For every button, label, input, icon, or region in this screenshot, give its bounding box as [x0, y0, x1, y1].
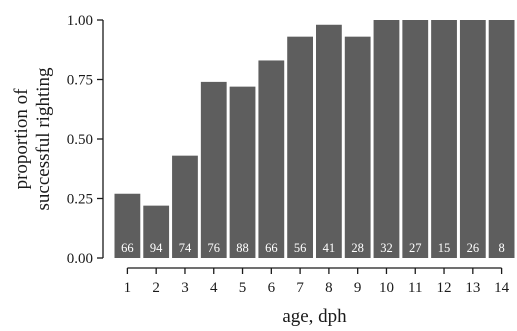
y-axis-title-line-1: proportion of	[11, 88, 32, 189]
x-tick-label-7: 7	[296, 280, 304, 296]
count-label-6: 66	[265, 241, 278, 255]
bar-14	[488, 20, 515, 258]
x-tick-label-10: 10	[379, 280, 394, 296]
bar-7	[287, 36, 313, 258]
x-tick-label-3: 3	[181, 280, 189, 296]
count-label-13: 26	[467, 241, 480, 255]
x-tick-label-13: 13	[465, 280, 480, 296]
count-labels: 66 94 74 76 88 66 56 41 28 32 27 15 26 8	[121, 241, 505, 255]
bar-5	[229, 86, 256, 258]
x-tick-label-14: 14	[494, 280, 510, 296]
count-label-8: 41	[323, 241, 336, 255]
bar-10	[373, 20, 400, 258]
bar-11	[402, 20, 429, 258]
x-tick-label-12: 12	[437, 280, 452, 296]
x-tick-label-4: 4	[210, 280, 218, 296]
y-axis-title-line-2: successful righting	[33, 67, 54, 211]
x-axis-title: age, dph	[282, 306, 347, 327]
y-tick-label: 0.50	[67, 132, 93, 148]
bar-13	[459, 20, 486, 258]
bars	[114, 20, 515, 259]
y-tick-label: 0.75	[67, 73, 93, 89]
bar-8	[316, 24, 342, 259]
x-tick-label-5: 5	[239, 280, 247, 296]
bar-2	[143, 205, 170, 258]
x-axis: 1 2 3 4 5 6 7 8 9 10 11 12 13 14	[124, 267, 510, 296]
count-label-11: 27	[409, 241, 422, 255]
count-label-14: 8	[498, 241, 504, 255]
x-tick-label-2: 2	[152, 280, 160, 296]
x-tick-label-8: 8	[325, 280, 333, 296]
bar-9	[344, 36, 371, 258]
y-tick-label: 0.00	[67, 251, 93, 267]
bar-1	[114, 193, 141, 258]
y-axis: 0.00 0.25 0.50 0.75 1.00	[67, 13, 104, 267]
bar-6	[258, 60, 285, 259]
count-label-2: 94	[150, 241, 163, 255]
count-label-9: 28	[351, 241, 364, 255]
count-label-7: 56	[294, 241, 307, 255]
x-tick-label-11: 11	[408, 280, 422, 296]
count-label-1: 66	[121, 241, 134, 255]
x-tick-label-1: 1	[124, 280, 132, 296]
y-tick-label: 0.25	[67, 192, 93, 208]
count-label-12: 15	[438, 241, 451, 255]
bar-12	[431, 20, 457, 258]
x-tick-label-6: 6	[268, 280, 276, 296]
count-label-10: 32	[380, 241, 393, 255]
bar-3	[172, 155, 198, 258]
count-label-5: 88	[236, 241, 249, 255]
x-tick-label-9: 9	[354, 280, 362, 296]
bar-4	[200, 81, 227, 258]
count-label-4: 76	[208, 241, 221, 255]
y-tick-label: 1.00	[67, 13, 93, 29]
count-label-3: 74	[179, 241, 192, 255]
